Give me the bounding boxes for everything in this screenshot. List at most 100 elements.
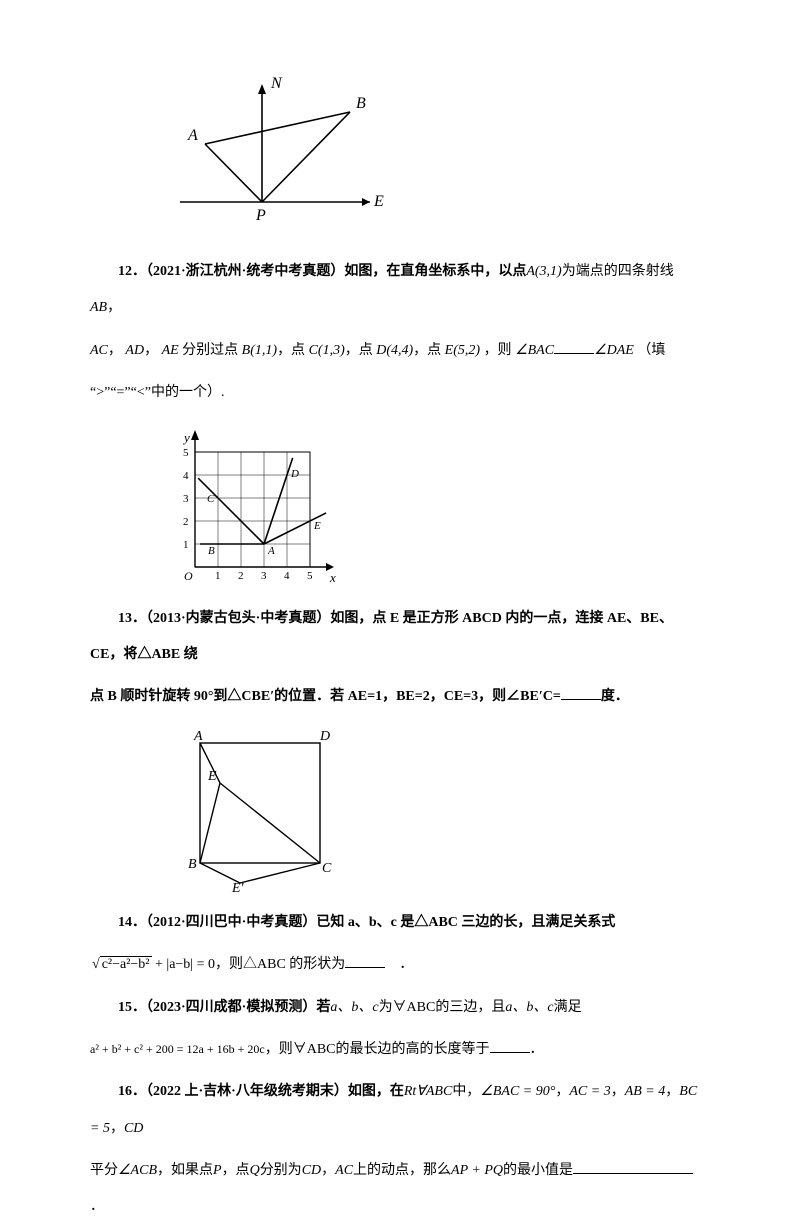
q14-expr-tail: + |a−b| = 0 [152, 957, 216, 972]
q16-line2b: ，如果点 [157, 1163, 213, 1178]
origin-label: O [184, 569, 193, 583]
label-C3: C [322, 861, 332, 876]
q12-E: E(5,2) [445, 343, 480, 358]
label-N: N [270, 75, 283, 92]
q16-rt: Rt∀ABC [404, 1084, 452, 1099]
q16-blank [573, 1173, 693, 1174]
label-P: P [255, 207, 266, 224]
q16-seg2: AB = 4 [625, 1084, 666, 1099]
q15-tail: ，则∀ABC的最长边的高的长度等于 [265, 1042, 490, 1057]
q16-mid1: 中， [452, 1084, 480, 1099]
figure-square-abcd: A D B C E E′ [170, 728, 704, 893]
figure-coordinate-grid: 1 2 3 4 5 1 2 3 4 5 A B C D E y x O [170, 424, 704, 589]
q14-tail: ，则△ABC 的形状为 [215, 957, 345, 972]
svg-text:5: 5 [183, 447, 189, 459]
q15-mid2: 满足 [554, 1000, 582, 1015]
q12-AD: AD [125, 343, 144, 358]
svg-text:1: 1 [183, 539, 189, 551]
q16-line2a: 平分 [90, 1163, 118, 1178]
q13-blank [561, 699, 601, 700]
question-12: 12．（2021·浙江杭州·统考中考真题）如图，在直角坐标系中，以点A(3,1)… [90, 254, 704, 327]
q12-rays: AB [90, 300, 107, 315]
q16-period: ． [90, 1199, 104, 1214]
label-B3: B [188, 857, 197, 872]
svg-text:E: E [313, 520, 321, 532]
q13-suffix: 度． [601, 689, 629, 704]
svg-text:A: A [267, 545, 275, 557]
q16-prefix: 16．（2022 上·吉林·八年级统考期末）如图，在 [118, 1084, 404, 1099]
svg-text:5: 5 [307, 570, 313, 582]
question-13-line2: 点 B 顺时针旋转 90°到△CBE′的位置．若 AE=1，BE=2，CE=3，… [90, 679, 704, 715]
axis-y-label: y [182, 430, 190, 445]
label-A3: A [193, 729, 203, 744]
q14-blank [345, 967, 385, 968]
q12-AC: AC [90, 343, 108, 358]
q15-vars: a、b、c [330, 1000, 378, 1015]
q16-ang2: ∠ACB [118, 1163, 157, 1178]
q12-ang1: ∠BAC [515, 343, 554, 358]
question-14-expr: c²−a²−b² + |a−b| = 0，则△ABC 的形状为 ． [90, 947, 704, 983]
svg-text:B: B [208, 545, 215, 557]
q15-mid: 为∀ABC的三边，且 [379, 1000, 506, 1015]
q13-line2: 点 B 顺时针旋转 90°到△CBE′的位置．若 AE=1，BE=2，CE=3，… [90, 689, 561, 704]
q16-line2d: 分别为 [260, 1163, 302, 1178]
q15-prefix: 15．（2023·四川成都·模拟预测）若 [118, 1000, 330, 1015]
q12-then: ，则 [484, 343, 512, 358]
q16-line2c: ，点 [222, 1163, 250, 1178]
q12-prefix: 12．（2021·浙江杭州·统考中考真题）如图，在直角坐标系中，以点 [118, 264, 526, 279]
q14-period: ． [399, 957, 413, 972]
svg-text:3: 3 [261, 570, 267, 582]
question-14: 14．（2012·四川巴中·中考真题）已知 a、b、c 是△ABC 三边的长，且… [90, 905, 704, 941]
q12-pointA: A(3,1) [526, 264, 561, 279]
label-E: E [373, 193, 384, 210]
question-12-line2: AC， AD， AE 分别过点 B(1,1)，点 C(1,3)，点 D(4,4)… [90, 333, 704, 369]
q12-AE: AE [162, 343, 179, 358]
q12-mid1: 为端点的四条射线 [562, 264, 674, 279]
question-16: 16．（2022 上·吉林·八年级统考期末）如图，在Rt∀ABC中，∠BAC =… [90, 1074, 704, 1147]
label-B: B [356, 95, 366, 112]
q12-B: B(1,1) [242, 343, 277, 358]
figure-triangle-npabe: N B A E P [170, 72, 704, 242]
q13-text: 13．（2013·内蒙古包头·中考真题）如图，点 E 是正方形 ABCD 内的一… [90, 611, 673, 662]
q14-prefix: 14．（2012·四川巴中·中考真题）已知 a、b、c 是△ABC 三边的长，且… [118, 915, 615, 930]
svg-text:1: 1 [215, 570, 221, 582]
q12-blank [554, 353, 594, 354]
svg-text:D: D [290, 468, 299, 480]
q12-ang2: ∠DAE [594, 343, 634, 358]
svg-text:4: 4 [183, 470, 189, 482]
q16-P: P [213, 1163, 222, 1178]
q16-line2e: 上的动点，那么 [353, 1163, 451, 1178]
label-E3: E [207, 769, 217, 784]
q14-radicand: c²−a²−b² [100, 956, 152, 972]
q16-Q: Q [250, 1163, 260, 1178]
question-15-line2: a² + b² + c² + 200 = 12a + 16b + 20c，则∀A… [90, 1032, 704, 1068]
label-A: A [187, 127, 198, 144]
question-13: 13．（2013·内蒙古包头·中考真题）如图，点 E 是正方形 ABCD 内的一… [90, 601, 704, 674]
q15-period: ． [530, 1042, 544, 1057]
question-12-line3: “>”“=”“<”中的一个）. [90, 375, 704, 411]
svg-text:2: 2 [238, 570, 244, 582]
q16-expr: AP + PQ [451, 1163, 503, 1178]
question-16-line2: 平分∠ACB，如果点P，点Q分别为CD，AC上的动点，那么AP + PQ的最小值… [90, 1153, 704, 1226]
svg-text:2: 2 [183, 516, 189, 528]
question-15: 15．（2023·四川成都·模拟预测）若a、b、c为∀ABC的三边，且a、b、c… [90, 990, 704, 1026]
q16-ang: ∠BAC = 90° [480, 1084, 555, 1099]
q15-vars2: a、b、c [505, 1000, 553, 1015]
label-Ep3: E′ [231, 881, 245, 893]
q15-expr: a² + b² + c² + 200 = 12a + 16b + 20c [90, 1042, 265, 1056]
q16-seg1: AC = 3 [569, 1084, 610, 1099]
q12-C: C(1,3) [309, 343, 345, 358]
q16-ac: AC [335, 1163, 353, 1178]
label-D3: D [319, 729, 330, 744]
q12-D: D(4,4) [376, 343, 413, 358]
svg-text:C: C [207, 493, 215, 505]
q15-blank [490, 1052, 530, 1053]
q12-sep: ， [107, 300, 121, 315]
q12-through: 分别过点 [182, 343, 238, 358]
svg-text:4: 4 [284, 570, 290, 582]
svg-text:3: 3 [183, 493, 189, 505]
axis-x-label: x [329, 570, 336, 585]
q16-line2f: 的最小值是 [503, 1163, 573, 1178]
q16-cd: CD [302, 1163, 321, 1178]
q12-fill: （填 [637, 343, 665, 358]
